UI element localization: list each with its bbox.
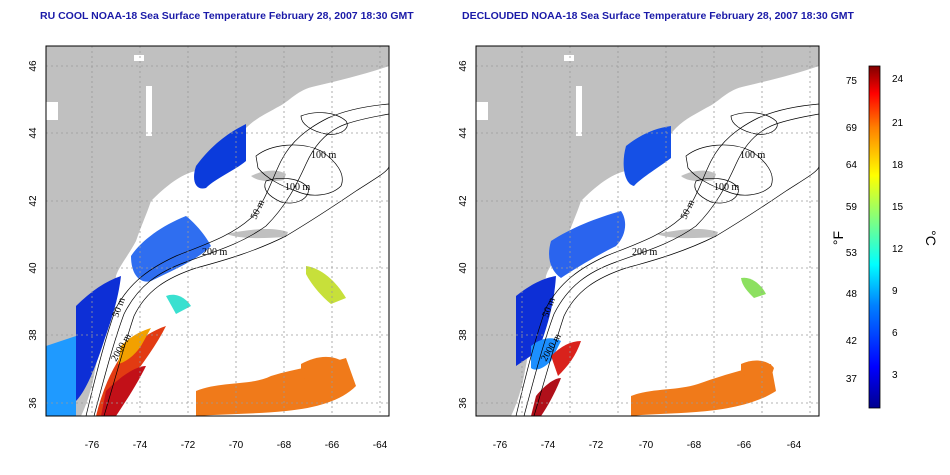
left-ytick-42: 42 — [28, 195, 39, 207]
right-panel-title: DECLOUDED NOAA-18 Sea Surface Temperatur… — [462, 10, 854, 22]
left-ytick-40: 40 — [28, 262, 39, 274]
left-sst-field — [46, 124, 356, 416]
right-ytick-42: 42 — [458, 195, 469, 207]
r-contour-label-100m-a: 100 m — [740, 150, 766, 161]
left-xtick-70: -70 — [229, 440, 244, 451]
left-xtick-76: -76 — [85, 440, 100, 451]
r-contour-label-200m: 200 m — [632, 247, 658, 258]
celsius-unit-label: °C — [923, 230, 939, 246]
c-tick-9: 9 — [892, 286, 898, 297]
left-xtick-66: -66 — [325, 440, 340, 451]
c-tick-3: 3 — [892, 370, 898, 381]
f-tick-69: 69 — [846, 123, 858, 134]
right-xtick-72: -72 — [589, 440, 604, 451]
colorbar: 75 69 64 59 53 48 42 37 24 21 18 15 12 9… — [830, 65, 939, 409]
left-ytick-44: 44 — [28, 127, 39, 139]
left-xtick-68: -68 — [277, 440, 292, 451]
right-xtick-68: -68 — [687, 440, 702, 451]
right-y-axis-labels: 36 38 40 42 44 46 — [458, 60, 469, 409]
f-tick-53: 53 — [846, 248, 858, 259]
right-xtick-70: -70 — [639, 440, 654, 451]
right-ytick-36: 36 — [458, 397, 469, 409]
colorbar-celsius-ticks: 24 21 18 15 12 9 6 3 — [892, 74, 904, 381]
f-tick-59: 59 — [846, 202, 858, 213]
contour-label-100m-a: 100 m — [311, 150, 337, 161]
c-tick-21: 21 — [892, 118, 904, 129]
right-xtick-74: -74 — [541, 440, 556, 451]
c-tick-18: 18 — [892, 160, 904, 171]
left-x-axis-labels: -76 -74 -72 -70 -68 -66 -64 — [85, 440, 388, 451]
left-map-panel — [45, 45, 390, 417]
f-tick-42: 42 — [846, 336, 858, 347]
left-xtick-74: -74 — [133, 440, 148, 451]
right-xtick-76: -76 — [493, 440, 508, 451]
c-tick-6: 6 — [892, 328, 898, 339]
left-xtick-72: -72 — [181, 440, 196, 451]
right-ytick-40: 40 — [458, 262, 469, 274]
left-y-axis-labels: 36 38 40 42 44 46 — [28, 60, 39, 409]
right-xtick-64: -64 — [787, 440, 802, 451]
right-ytick-46: 46 — [458, 60, 469, 72]
right-map-panel — [475, 45, 820, 417]
right-ytick-38: 38 — [458, 329, 469, 341]
f-tick-48: 48 — [846, 289, 858, 300]
c-tick-15: 15 — [892, 202, 904, 213]
right-xtick-66: -66 — [737, 440, 752, 451]
colorbar-gradient — [868, 65, 881, 409]
r-contour-label-100m-b: 100 m — [714, 182, 740, 193]
contour-label-200m: 200 m — [202, 247, 228, 258]
contour-label-100m-b: 100 m — [285, 182, 311, 193]
left-ytick-36: 36 — [28, 397, 39, 409]
left-panel-title: RU COOL NOAA-18 Sea Surface Temperature … — [40, 10, 414, 22]
fahrenheit-unit-label: °F — [830, 231, 846, 245]
left-xtick-64: -64 — [373, 440, 388, 451]
f-tick-37: 37 — [846, 374, 858, 385]
c-tick-12: 12 — [892, 244, 904, 255]
left-ytick-46: 46 — [28, 60, 39, 72]
f-tick-75: 75 — [846, 76, 858, 87]
right-ytick-44: 44 — [458, 127, 469, 139]
left-ytick-38: 38 — [28, 329, 39, 341]
f-tick-64: 64 — [846, 160, 858, 171]
c-tick-24: 24 — [892, 74, 904, 85]
colorbar-fahrenheit-ticks: 75 69 64 59 53 48 42 37 — [846, 76, 858, 385]
right-x-axis-labels: -76 -74 -72 -70 -68 -66 -64 — [493, 440, 802, 451]
